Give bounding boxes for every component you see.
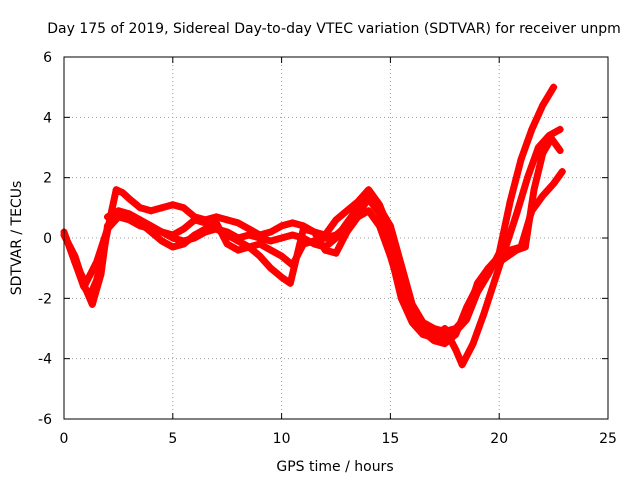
series-trace-track-4 xyxy=(104,134,564,335)
x-tick-label: 0 xyxy=(60,431,69,447)
x-axis-label: GPS time / hours xyxy=(276,459,393,475)
y-tick-label: -4 xyxy=(38,352,52,368)
y-tick-label: -2 xyxy=(38,291,52,307)
x-tick-label: 15 xyxy=(381,431,399,447)
series-trace-track-1 xyxy=(60,83,558,342)
x-tick-label: 25 xyxy=(599,431,617,447)
series-track-1 xyxy=(60,83,558,342)
chart-title: Day 175 of 2019, Sidereal Day-to-day VTE… xyxy=(47,21,621,37)
y-axis-label: SDTVAR / TECUs xyxy=(9,181,25,296)
y-tick-label: -6 xyxy=(38,412,52,428)
x-tick-labels: 0 5 10 15 20 25 xyxy=(60,431,617,447)
data-points xyxy=(60,83,566,369)
x-tick-label: 5 xyxy=(168,431,177,447)
y-tick-label: 4 xyxy=(43,110,52,126)
plot-frame xyxy=(63,56,609,420)
y-tick-label: 0 xyxy=(43,231,52,247)
series-track-2 xyxy=(60,168,566,348)
y-tick-label: 6 xyxy=(43,50,52,66)
x-tick-label: 20 xyxy=(490,431,508,447)
series-trace-track-2 xyxy=(60,168,566,348)
series-track-4 xyxy=(104,134,564,336)
y-tick-label: 2 xyxy=(43,171,52,187)
x-tick-label: 10 xyxy=(273,431,291,447)
y-tick-labels: -6 -4 -2 0 2 4 6 xyxy=(38,50,52,428)
